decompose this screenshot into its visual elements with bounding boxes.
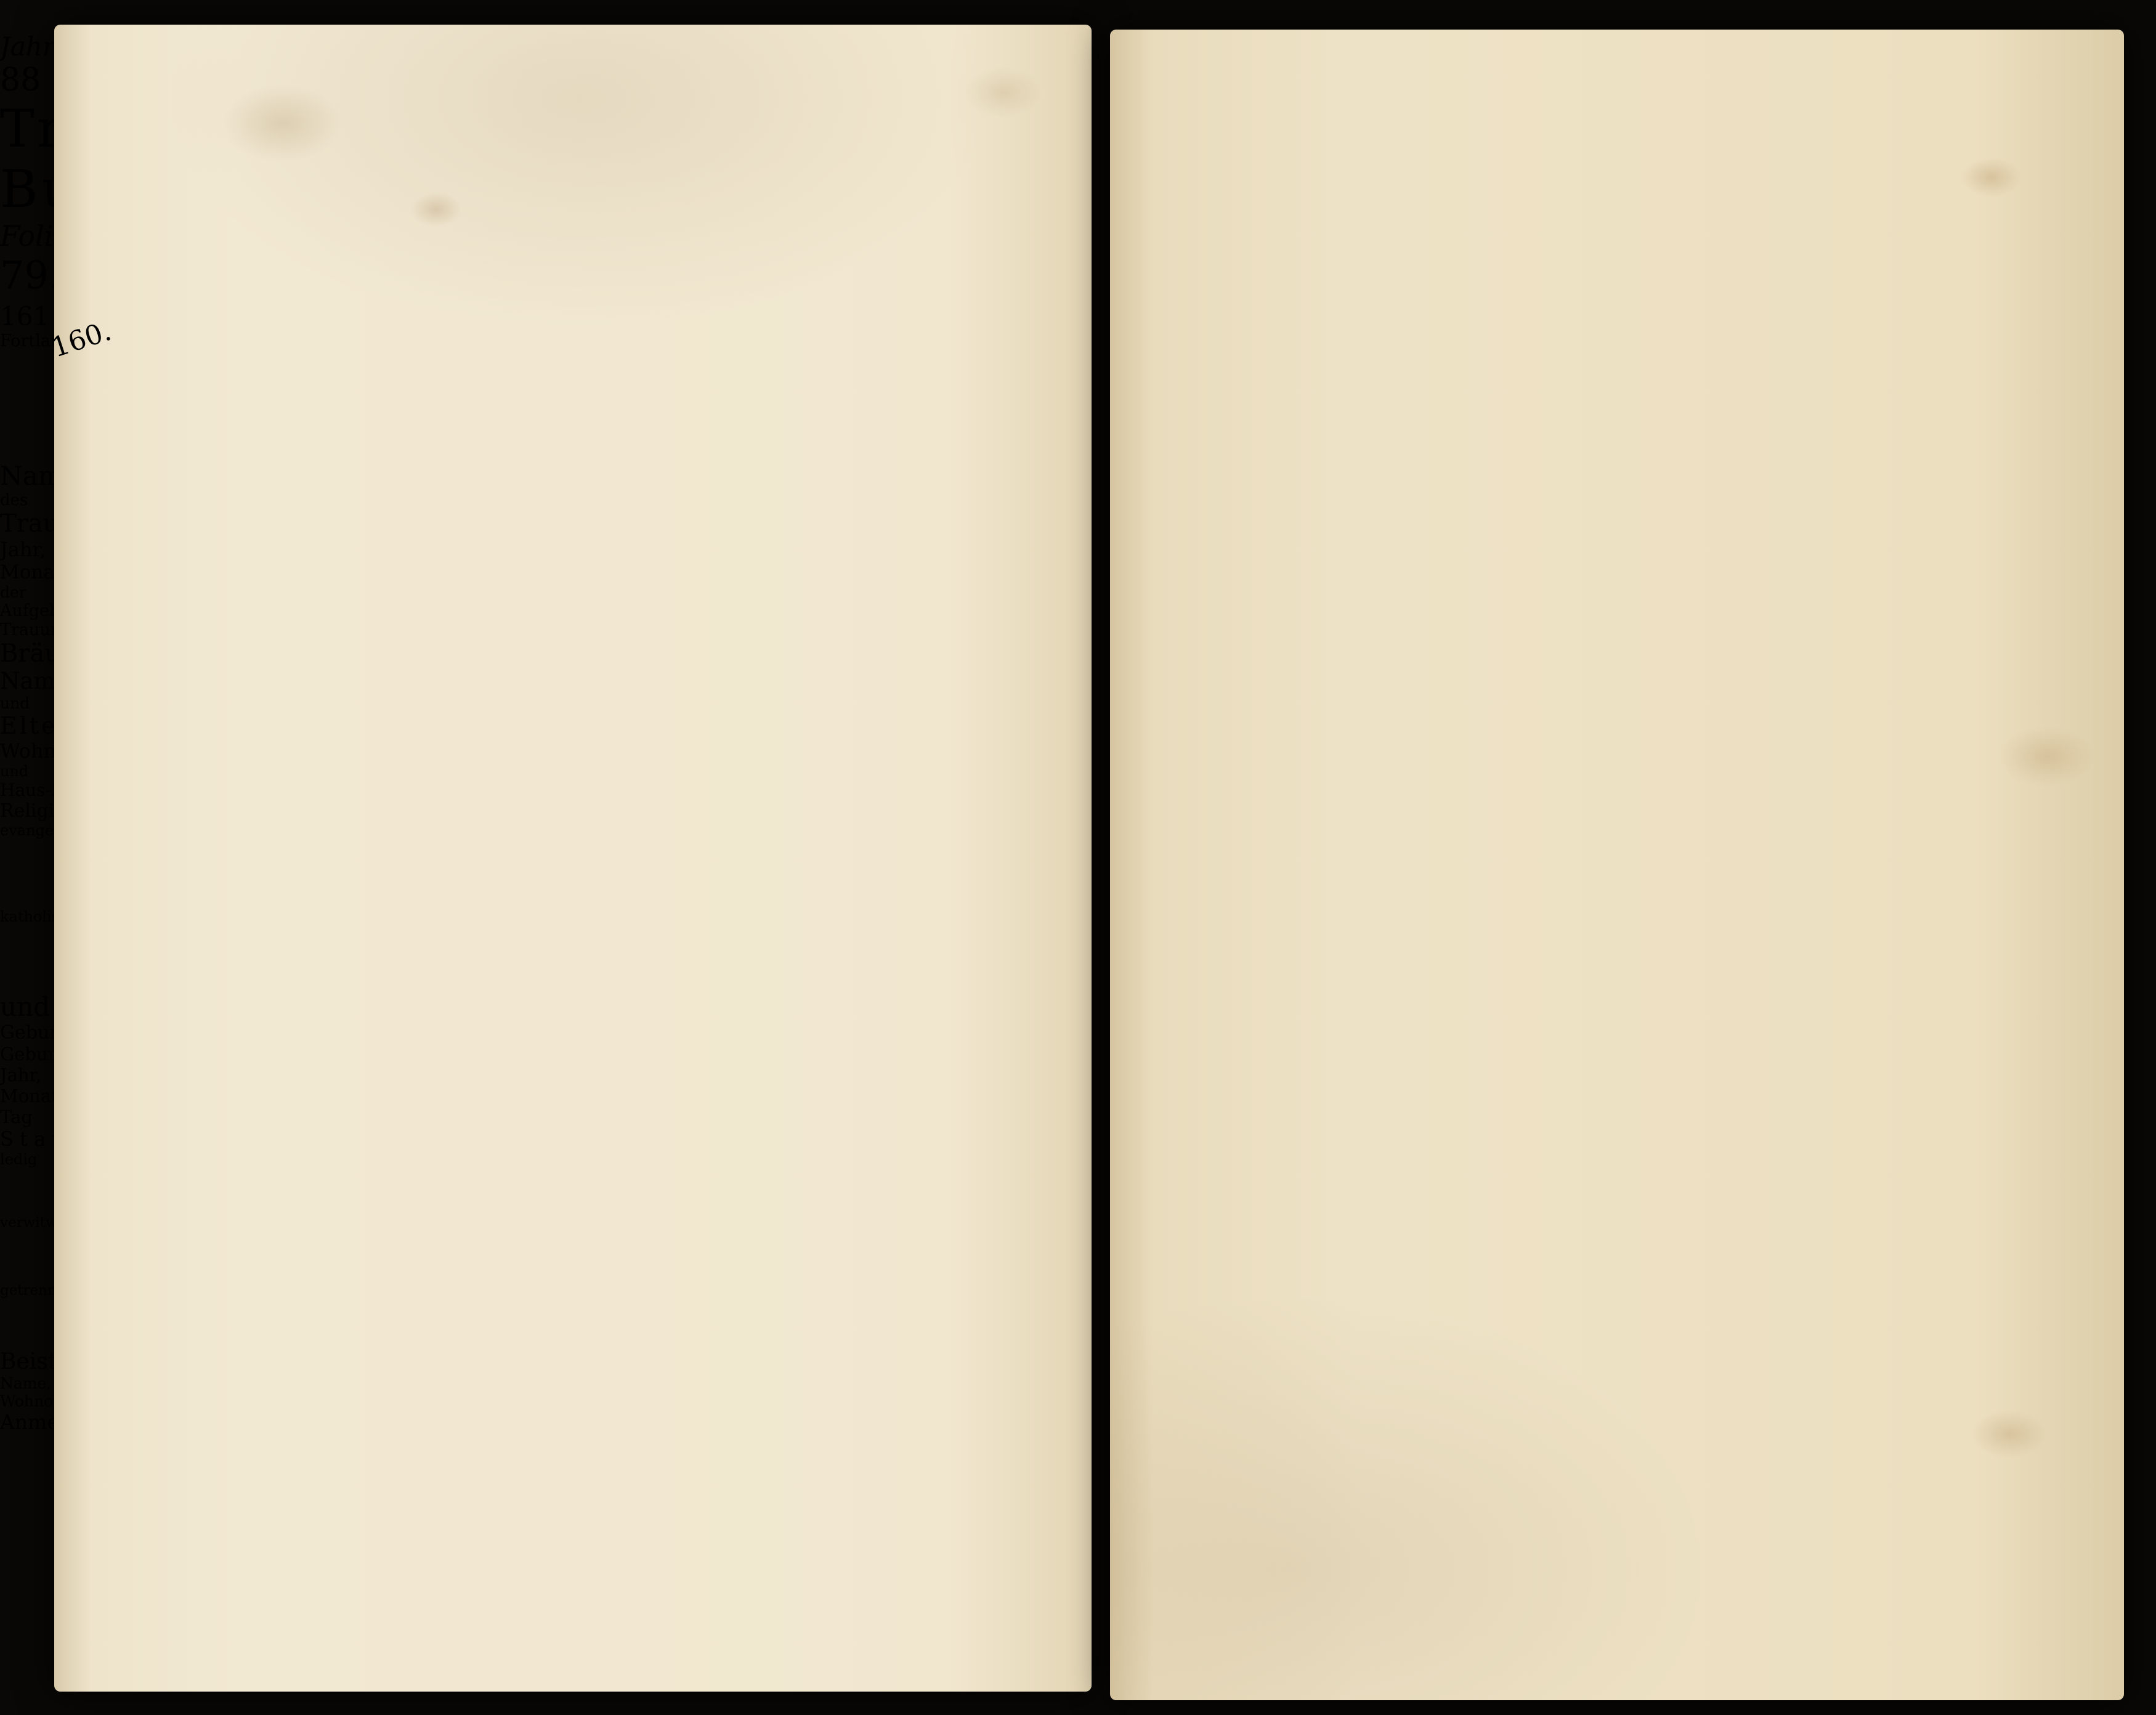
year-handwritten: 88 — [0, 62, 41, 99]
col-header-name-des: des — [0, 491, 28, 509]
right-page — [1110, 30, 2124, 1700]
col-header-ledig: ledig — [0, 1151, 38, 1168]
col-header-jahr: Jahr, — [0, 538, 46, 561]
left-page — [54, 25, 1092, 1692]
folio-number-crossed: 79. — [0, 253, 61, 298]
col-header-wohnung-und: und — [0, 763, 29, 780]
folio-number-pencil: 161 — [0, 301, 50, 331]
col-header-der: der — [0, 583, 26, 601]
col-header-getrennt: getrennt — [0, 1283, 63, 1299]
col-header-eltern-und: und — [0, 694, 30, 712]
